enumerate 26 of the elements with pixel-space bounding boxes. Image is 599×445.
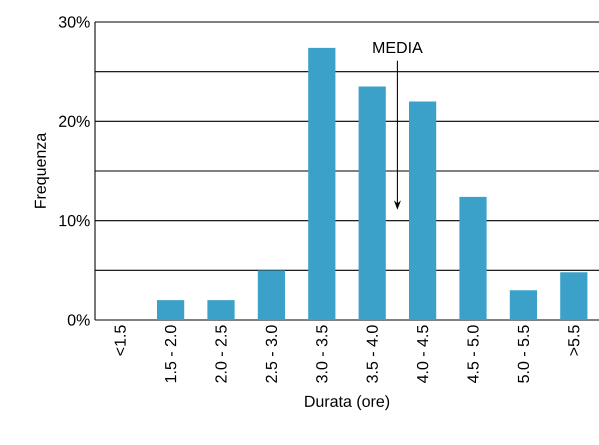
bar	[510, 290, 538, 320]
bar	[157, 300, 184, 320]
bar	[207, 300, 235, 320]
x-tick-label: 4.0 - 4.5	[416, 325, 428, 384]
x-tick-label: >5.5	[568, 325, 580, 356]
x-tick-label: 3.0 - 3.5	[316, 325, 328, 383]
y-tick-label: 10%	[59, 215, 90, 226]
bar	[258, 270, 286, 320]
x-tick-label: 4.5 - 5.0	[467, 325, 479, 384]
x-tick-label: 2.0 - 2.5	[215, 325, 227, 383]
x-tick-label: 2.5 - 3.0	[266, 325, 278, 383]
bar	[409, 101, 436, 320]
bar	[459, 196, 487, 320]
bar	[358, 86, 386, 320]
annotation: MEDIA	[373, 42, 423, 54]
x-tick-label: 1.5 - 2.0	[164, 325, 176, 382]
y-tick-label: 20%	[59, 116, 90, 127]
y-axis-title: Frequenza	[34, 132, 50, 208]
x-axis-title: Durata (ore)	[305, 395, 390, 410]
bar	[560, 272, 588, 320]
bar	[308, 48, 336, 320]
x-tick-label: 3.5 - 4.0	[366, 325, 378, 383]
x-tick-label: <1.5	[114, 325, 126, 356]
y-tick-label: 0%	[68, 314, 90, 326]
y-tick-label: 30%	[58, 16, 90, 28]
x-tick-label: 5.0 - 5.5	[518, 325, 530, 383]
